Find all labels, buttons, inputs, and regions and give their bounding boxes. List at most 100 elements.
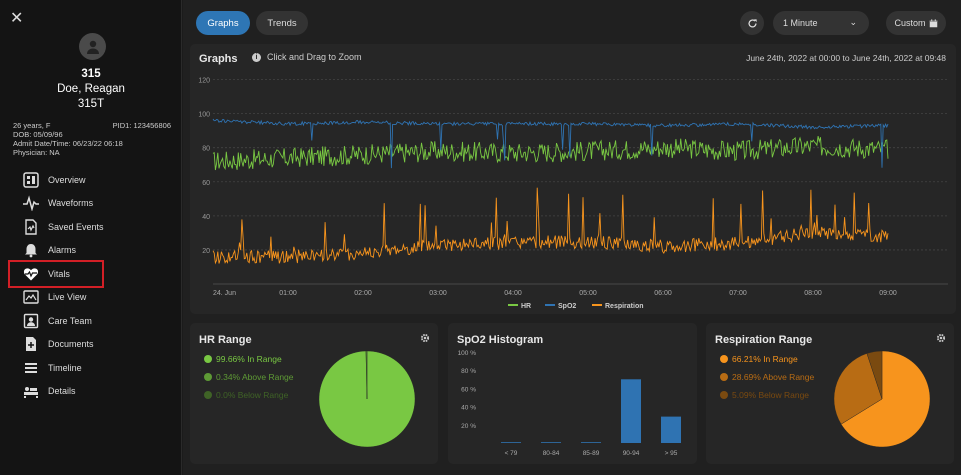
- alarm-bell-icon: [22, 242, 40, 258]
- x-tick-label: 02:00: [354, 290, 372, 297]
- patient-dob: DOB: 05/09/96: [13, 130, 63, 139]
- y-tick-label: 100 %: [458, 350, 477, 357]
- sidebar-item-label: Alarms: [48, 245, 77, 256]
- patient-admit: Admit Date/Time: 06/23/22 06:18: [13, 139, 123, 148]
- interval-select[interactable]: 1 Minute ⌄: [773, 11, 869, 35]
- tab-trends[interactable]: Trends: [256, 11, 308, 35]
- pie-slice: [365, 350, 368, 400]
- legend-label: SpO2: [558, 303, 576, 310]
- y-tick-label: 120: [198, 78, 210, 85]
- x-tick-label: > 95: [665, 450, 678, 457]
- spo2-histogram-panel: SpO2 Histogram 20 % 40 % 60 % 80 % 100 % < 79…: [448, 323, 697, 464]
- details-icon: [22, 383, 40, 399]
- series-line-hr: [212, 136, 889, 171]
- refresh-button[interactable]: [740, 11, 764, 35]
- x-tick-label: 85-89: [583, 450, 600, 457]
- hr-range-panel: HR Range 99.66% In Range 0.34% Above Ran…: [190, 323, 438, 464]
- zoom-hint-text: Click and Drag to Zoom: [267, 52, 362, 62]
- y-tick-label: 40 %: [461, 405, 476, 412]
- timeline-icon: [22, 360, 40, 376]
- live-view-icon: [22, 289, 40, 305]
- patient-age-sex: 26 years, F: [13, 121, 51, 130]
- sidebar-item-label: Waveforms: [48, 198, 94, 209]
- chevron-down-icon: ⌄: [849, 17, 857, 27]
- x-tick-label: 90-94: [623, 450, 640, 457]
- pie-slice: [866, 350, 883, 400]
- sidebar-item-care-team[interactable]: Care Team: [10, 309, 170, 333]
- sidebar-item-details[interactable]: Details: [10, 380, 170, 404]
- person-icon: [86, 40, 99, 54]
- hr-below-range: 0.0% Below Range: [204, 390, 288, 400]
- close-icon[interactable]: ✕: [10, 10, 24, 27]
- sidebar-item-saved-events[interactable]: Saved Events: [10, 215, 170, 239]
- histogram-bar: [501, 442, 521, 443]
- sidebar-item-label: Documents: [48, 339, 94, 350]
- x-tick-label: < 79: [505, 450, 518, 457]
- y-tick-label: 40: [202, 214, 210, 221]
- y-tick-label: 60 %: [461, 386, 476, 393]
- date-range: June 24th, 2022 at 00:00 to June 24th, 2…: [746, 53, 946, 63]
- y-tick-label: 20 %: [461, 423, 476, 430]
- sidebar-item-alarms[interactable]: Alarms: [10, 239, 170, 263]
- saved-events-icon: [22, 219, 40, 235]
- pie-slice: [833, 353, 883, 425]
- y-tick-label: 80: [202, 146, 210, 153]
- resp-in-range: 66.21% In Range: [720, 354, 798, 364]
- x-tick-label: 80-84: [543, 450, 560, 457]
- sidebar-item-waveforms[interactable]: Waveforms: [10, 192, 170, 216]
- tab-graphs[interactable]: Graphs: [196, 11, 250, 35]
- x-tick-label: 09:00: [879, 290, 897, 297]
- x-tick-label: 05:00: [579, 290, 597, 297]
- legend-label: HR: [521, 303, 531, 310]
- patient-room: 315: [81, 68, 101, 80]
- sidebar-item-label: Saved Events: [48, 221, 104, 232]
- sidebar-item-label: Timeline: [48, 362, 82, 373]
- hr-range-pie: [318, 350, 416, 448]
- avatar: [79, 33, 106, 60]
- waveform-icon: [22, 195, 40, 212]
- heart-pulse-icon: [22, 266, 40, 282]
- y-tick-label: 20: [202, 248, 210, 255]
- hr-above-range: 0.34% Above Range: [204, 372, 294, 382]
- respiration-range-pie: [833, 350, 931, 448]
- sidebar-item-live-view[interactable]: Live View: [10, 286, 170, 310]
- calendar-icon: [929, 18, 937, 27]
- x-tick-label: 24. Jun: [213, 290, 236, 297]
- graphs-panel: Graphs i Click and Drag to Zoom June 24t…: [190, 44, 956, 314]
- x-tick-label: 01:00: [279, 290, 297, 297]
- respiration-range-panel: Respiration Range 66.21% In Range 28.69%…: [706, 323, 954, 464]
- histogram-bar: [621, 379, 641, 443]
- gear-icon[interactable]: [936, 333, 946, 343]
- histogram-bar: [581, 442, 601, 443]
- info-icon: i: [252, 52, 261, 62]
- sidebar-item-vitals[interactable]: Vitals: [8, 260, 104, 288]
- sidebar-item-label: Vitals: [48, 268, 70, 279]
- vitals-line-chart[interactable]: 20 40 60 80 100 120 24. Jun 01:00 02:00 03:00 04:0…: [190, 44, 956, 314]
- toolbar: Graphs Trends 1 Minute ⌄ Custom: [183, 0, 961, 44]
- zoom-hint: i Click and Drag to Zoom: [252, 52, 362, 62]
- sidebar-nav: Overview Waveforms Saved Events Alarms V…: [8, 168, 170, 404]
- x-tick-label: 06:00: [654, 290, 672, 297]
- patient-physician: Physician: NA: [13, 148, 60, 157]
- sidebar-item-timeline[interactable]: Timeline: [10, 356, 170, 380]
- hr-range-title: HR Range: [199, 334, 252, 346]
- histogram-bar: [661, 416, 681, 443]
- patient-name: Doe, Reagan: [57, 83, 125, 95]
- sidebar-item-label: Live View: [48, 292, 87, 303]
- document-icon: [22, 336, 40, 352]
- spo2-histogram-chart: 20 % 40 % 60 % 80 % 100 % < 79 80-84 85-89 90-94…: [458, 350, 681, 457]
- spo2-histogram-title: SpO2 Histogram: [457, 334, 544, 346]
- sidebar-item-documents[interactable]: Documents: [10, 333, 170, 357]
- sidebar-item-label: Overview: [48, 174, 86, 185]
- x-tick-label: 04:00: [504, 290, 522, 297]
- y-tick-label: 100: [198, 112, 210, 119]
- graphs-title: Graphs: [199, 53, 238, 65]
- sidebar-item-overview[interactable]: Overview: [10, 168, 170, 192]
- histogram-bar: [541, 442, 561, 443]
- gear-icon[interactable]: [420, 333, 430, 343]
- sidebar-item-label: Details: [48, 386, 76, 397]
- custom-range-button[interactable]: Custom: [886, 11, 946, 35]
- y-tick-label: 80 %: [461, 368, 476, 375]
- hr-in-range: 99.66% In Range: [204, 354, 282, 364]
- sidebar: ✕ 315 Doe, Reagan 315T 26 years, F PID1:…: [0, 0, 182, 475]
